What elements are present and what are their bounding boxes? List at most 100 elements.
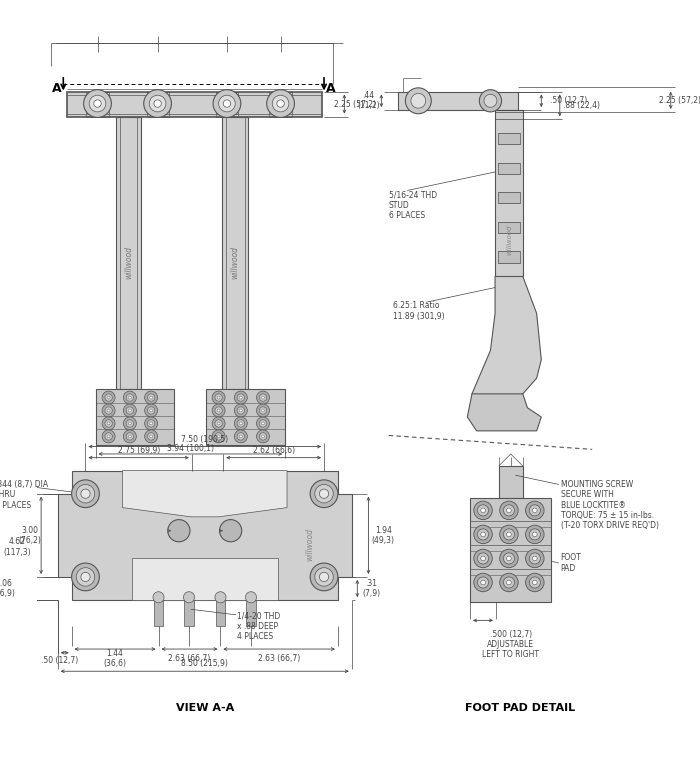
Text: 2.62 (66,6): 2.62 (66,6)	[253, 446, 295, 454]
Circle shape	[217, 409, 220, 412]
Circle shape	[105, 420, 112, 427]
Circle shape	[234, 430, 247, 443]
Circle shape	[102, 391, 115, 404]
Circle shape	[107, 409, 110, 412]
Circle shape	[215, 592, 226, 603]
Circle shape	[477, 577, 489, 588]
Circle shape	[474, 525, 492, 543]
Circle shape	[310, 563, 338, 591]
Circle shape	[212, 417, 225, 430]
Bar	[86, 91, 108, 116]
Circle shape	[529, 553, 540, 564]
Circle shape	[526, 549, 544, 568]
Text: 2.63 (66,7): 2.63 (66,7)	[169, 654, 211, 663]
Circle shape	[144, 90, 172, 118]
Circle shape	[526, 501, 544, 520]
Circle shape	[129, 422, 132, 425]
Circle shape	[262, 435, 265, 438]
Circle shape	[126, 420, 134, 427]
Circle shape	[533, 556, 537, 561]
Text: FOOT
PAD: FOOT PAD	[561, 553, 582, 573]
Text: 1.94
(49,3): 1.94 (49,3)	[372, 526, 395, 545]
Circle shape	[500, 573, 518, 592]
Bar	[146, 91, 169, 116]
Circle shape	[217, 396, 220, 399]
Circle shape	[123, 417, 136, 430]
Circle shape	[212, 391, 225, 404]
Circle shape	[149, 95, 166, 112]
Circle shape	[507, 556, 511, 561]
Text: .88 (22,4): .88 (22,4)	[564, 101, 601, 110]
Circle shape	[474, 573, 492, 592]
Bar	[223, 116, 248, 389]
Circle shape	[262, 422, 265, 425]
Circle shape	[183, 592, 195, 603]
Circle shape	[148, 407, 155, 414]
Circle shape	[526, 573, 544, 592]
Circle shape	[212, 404, 225, 417]
Circle shape	[150, 409, 153, 412]
Circle shape	[507, 580, 511, 584]
Circle shape	[503, 553, 514, 564]
Circle shape	[215, 407, 223, 414]
Circle shape	[81, 489, 90, 499]
Circle shape	[507, 508, 511, 513]
Circle shape	[215, 394, 223, 401]
Circle shape	[223, 100, 230, 107]
Circle shape	[533, 508, 537, 513]
Circle shape	[319, 572, 328, 581]
Circle shape	[123, 391, 136, 404]
Circle shape	[234, 391, 247, 404]
Circle shape	[474, 549, 492, 568]
Circle shape	[481, 556, 485, 561]
Circle shape	[256, 391, 270, 404]
Circle shape	[126, 394, 134, 401]
Circle shape	[107, 396, 110, 399]
Circle shape	[102, 430, 115, 443]
Text: VIEW A-A: VIEW A-A	[176, 703, 234, 713]
Polygon shape	[122, 470, 287, 517]
Circle shape	[215, 420, 223, 427]
Circle shape	[262, 396, 265, 399]
Circle shape	[481, 580, 485, 584]
Text: 4.62
(117,3): 4.62 (117,3)	[4, 537, 31, 556]
Circle shape	[529, 577, 540, 588]
Text: willwood: willwood	[306, 528, 315, 561]
Circle shape	[500, 549, 518, 568]
Circle shape	[256, 417, 270, 430]
Circle shape	[234, 404, 247, 417]
Circle shape	[215, 432, 223, 440]
Circle shape	[481, 508, 485, 513]
Bar	[154, 600, 163, 626]
Circle shape	[107, 422, 110, 425]
Circle shape	[474, 501, 492, 520]
Circle shape	[102, 417, 115, 430]
Circle shape	[239, 435, 242, 438]
Circle shape	[310, 480, 338, 508]
Circle shape	[503, 577, 514, 588]
Bar	[67, 91, 322, 116]
Circle shape	[213, 90, 241, 118]
Bar	[398, 91, 518, 110]
Circle shape	[148, 420, 155, 427]
Circle shape	[83, 90, 111, 118]
Bar	[132, 559, 278, 600]
Circle shape	[150, 396, 153, 399]
Circle shape	[105, 394, 112, 401]
Circle shape	[267, 90, 295, 118]
Circle shape	[105, 407, 112, 414]
Circle shape	[526, 525, 544, 543]
Circle shape	[237, 394, 244, 401]
Circle shape	[246, 592, 256, 603]
Text: A: A	[52, 82, 62, 95]
Circle shape	[217, 422, 220, 425]
Circle shape	[500, 525, 518, 543]
Circle shape	[150, 422, 153, 425]
Text: .50 (12,7): .50 (12,7)	[41, 656, 78, 665]
Text: A: A	[326, 82, 335, 95]
Text: 7.50 (190,5): 7.50 (190,5)	[181, 435, 228, 444]
Circle shape	[256, 404, 270, 417]
Text: 1.06
(26,9): 1.06 (26,9)	[0, 579, 15, 598]
Bar	[184, 600, 194, 626]
Text: 8.50 (215,9): 8.50 (215,9)	[181, 660, 228, 668]
